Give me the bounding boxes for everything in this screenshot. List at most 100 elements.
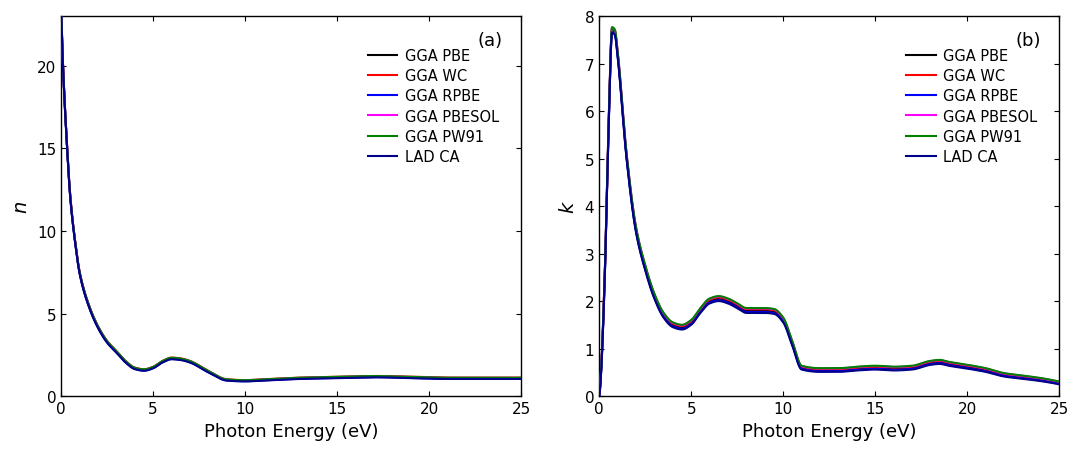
GGA WC <box>107 346 120 351</box>
GGA RPBE <box>457 376 470 382</box>
GGA PBESOL <box>55 14 68 19</box>
GGA RPBE <box>995 373 1008 378</box>
GGA WC <box>673 323 686 329</box>
GGA PBESOL <box>231 378 244 383</box>
Text: (b): (b) <box>1015 32 1041 50</box>
Line: GGA PW91: GGA PW91 <box>599 28 1059 396</box>
GGA RPBE <box>789 353 802 359</box>
GGA PW91 <box>252 377 265 382</box>
GGA PBESOL <box>135 367 148 373</box>
GGA PW91 <box>606 25 619 31</box>
GGA RPBE <box>55 15 68 20</box>
Line: GGA PBESOL: GGA PBESOL <box>62 17 522 381</box>
GGA PBE <box>673 325 686 330</box>
Line: GGA WC: GGA WC <box>599 29 1059 396</box>
GGA PBESOL <box>515 375 528 381</box>
GGA PBESOL <box>646 285 659 291</box>
GGA WC <box>593 394 606 399</box>
GGA RPBE <box>646 289 659 295</box>
GGA PW91 <box>1044 377 1057 382</box>
GGA PBESOL <box>789 350 802 355</box>
GGA PW91 <box>646 285 659 290</box>
LAD CA <box>769 312 782 318</box>
X-axis label: Photon Energy (eV): Photon Energy (eV) <box>204 422 378 440</box>
Text: (a): (a) <box>477 32 503 50</box>
GGA RPBE <box>515 376 528 382</box>
GGA RPBE <box>252 378 265 383</box>
GGA PBESOL <box>593 394 606 399</box>
Line: GGA PBE: GGA PBE <box>599 31 1059 396</box>
GGA RPBE <box>135 368 148 373</box>
GGA WC <box>55 14 68 19</box>
GGA RPBE <box>606 30 619 35</box>
GGA PBE <box>1044 379 1057 384</box>
GGA PBE <box>995 372 1008 377</box>
Line: GGA RPBE: GGA RPBE <box>62 18 522 382</box>
GGA WC <box>457 375 470 381</box>
Y-axis label: n: n <box>11 201 30 213</box>
LAD CA <box>606 31 619 36</box>
GGA PBE <box>231 378 244 383</box>
GGA WC <box>646 286 659 291</box>
GGA RPBE <box>769 311 782 317</box>
Legend: GGA PBE, GGA WC, GGA RPBE, GGA PBESOL, GGA PW91, LAD CA: GGA PBE, GGA WC, GGA RPBE, GGA PBESOL, G… <box>901 43 1043 170</box>
Line: GGA PW91: GGA PW91 <box>62 16 522 380</box>
GGA PBE <box>1053 381 1066 386</box>
GGA PW91 <box>55 14 68 19</box>
GGA WC <box>505 375 518 381</box>
GGA PW91 <box>995 370 1008 375</box>
GGA PBESOL <box>673 322 686 328</box>
GGA PBE <box>239 378 252 384</box>
LAD CA <box>515 377 528 382</box>
LAD CA <box>55 15 68 21</box>
GGA PBESOL <box>606 26 619 31</box>
GGA PBE <box>107 347 120 352</box>
GGA PBESOL <box>107 346 120 352</box>
GGA PBE <box>593 394 606 399</box>
GGA WC <box>1053 380 1066 385</box>
GGA PBESOL <box>457 375 470 381</box>
GGA PW91 <box>135 367 148 372</box>
GGA PBE <box>55 14 68 20</box>
GGA PBESOL <box>995 370 1008 376</box>
LAD CA <box>646 290 659 295</box>
LAD CA <box>231 379 244 384</box>
GGA PW91 <box>239 377 252 383</box>
GGA WC <box>239 377 252 383</box>
LAD CA <box>995 373 1008 379</box>
GGA PBE <box>135 367 148 373</box>
GGA PBE <box>505 376 518 381</box>
GGA PW91 <box>1053 379 1066 384</box>
LAD CA <box>457 377 470 382</box>
LAD CA <box>593 394 606 399</box>
GGA PW91 <box>515 375 528 381</box>
GGA PBE <box>789 352 802 358</box>
GGA PW91 <box>769 307 782 313</box>
GGA PBE <box>606 28 619 34</box>
GGA RPBE <box>673 326 686 331</box>
GGA WC <box>515 375 528 381</box>
GGA PBE <box>457 376 470 381</box>
GGA WC <box>231 377 244 383</box>
GGA WC <box>789 351 802 356</box>
GGA PBESOL <box>1044 377 1057 383</box>
GGA RPBE <box>239 379 252 384</box>
GGA PW91 <box>673 322 686 327</box>
Line: GGA PBE: GGA PBE <box>62 17 522 381</box>
Y-axis label: k: k <box>558 201 578 212</box>
GGA PW91 <box>107 346 120 351</box>
Line: LAD CA: LAD CA <box>599 33 1059 396</box>
LAD CA <box>1044 380 1057 386</box>
Legend: GGA PBE, GGA WC, GGA RPBE, GGA PBESOL, GGA PW91, LAD CA: GGA PBE, GGA WC, GGA RPBE, GGA PBESOL, G… <box>363 43 504 170</box>
GGA PBE <box>646 288 659 293</box>
GGA RPBE <box>107 347 120 353</box>
GGA PW91 <box>593 394 606 399</box>
GGA PBESOL <box>505 375 518 381</box>
GGA RPBE <box>505 376 518 382</box>
LAD CA <box>505 377 518 382</box>
GGA PW91 <box>457 375 470 381</box>
GGA RPBE <box>231 378 244 384</box>
GGA PBE <box>252 377 265 383</box>
GGA WC <box>252 377 265 382</box>
GGA PW91 <box>789 350 802 355</box>
